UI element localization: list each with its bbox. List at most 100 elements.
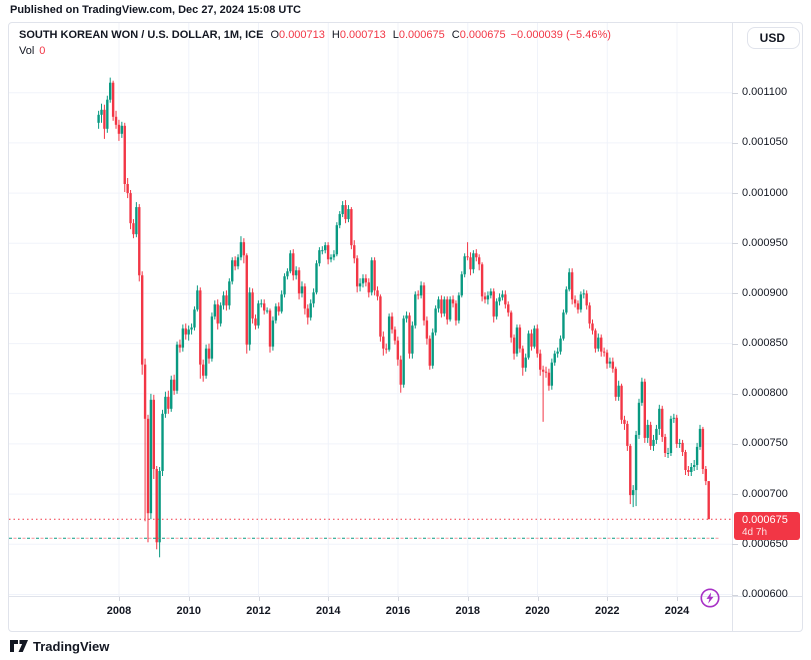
x-axis-label: 2010 [176,605,201,617]
candle [152,394,155,479]
candle [437,296,440,313]
candle [446,296,449,325]
grid [9,23,732,596]
candle [472,250,475,274]
candle [187,325,190,341]
candle [652,434,655,451]
candle [539,349,542,376]
candle [521,345,524,376]
price-scale[interactable]: 0.001100 0.001050 0.001000 0.000950 0.000900… [732,23,802,600]
candle [143,358,147,522]
x-axis-tick [119,597,120,601]
x-axis-label: 2018 [455,605,480,617]
candle [172,374,176,395]
x-axis-tick [677,597,678,601]
y-axis-tick [732,494,738,496]
x-axis-tick [328,597,330,601]
time-axis-separator [9,596,802,597]
current-price-tag: 0.000675 4d 7h [734,511,800,540]
candle [428,335,431,370]
candle [553,350,556,366]
candle [469,252,472,276]
candle [466,242,469,261]
candle [594,328,597,353]
boost-lightning-icon[interactable] [699,587,721,609]
candle [405,311,408,323]
x-axis-label: 2020 [525,605,550,617]
symbol-legend[interactable]: SOUTH KOREAN WON / U.S. DOLLAR, 1M, ICE O… [19,29,611,41]
candle [300,281,304,298]
candle [626,420,629,451]
candle [228,278,231,310]
candle [504,290,507,309]
tradingview-wordmark[interactable]: TradingView [33,639,110,654]
candle [498,293,501,306]
candle [347,205,350,223]
candle [419,281,423,299]
candle [201,359,205,382]
candle [530,329,533,351]
candle [678,438,681,448]
candle [225,290,228,311]
candle [164,391,167,418]
x-axis-label: 2016 [385,605,411,617]
footer-bar: TradingView [0,632,811,660]
candle [361,274,365,288]
candle [414,291,417,329]
currency-unit-button[interactable]: USD [746,27,800,49]
candle [373,257,376,296]
candle [570,268,574,305]
candle [219,302,222,327]
y-axis-label: 0.000700 [742,487,788,500]
candle [640,377,644,406]
ohlc-open: O0.000713 [270,29,325,41]
y-axis-tick [732,443,738,445]
y-axis-tick [732,243,738,245]
candle [382,331,385,356]
candle [602,347,606,357]
candlestick-plot[interactable] [9,23,732,596]
candle [475,249,478,262]
candle [294,266,298,280]
candle [600,334,603,357]
candle [184,323,187,340]
candle [661,405,664,442]
candle [631,485,635,508]
x-axis-label: 2014 [316,605,341,617]
y-axis-tick [732,293,738,295]
candle [303,283,307,315]
candle [431,328,434,369]
candle [515,324,519,357]
candle [454,300,458,326]
x-axis-tick [467,597,469,601]
candle [103,104,106,139]
candle [344,200,347,224]
candle [129,190,132,230]
candle [338,211,341,229]
candle [257,300,260,329]
candle [611,357,615,373]
y-axis-tick [732,594,738,596]
candle [236,254,240,270]
candle [701,426,705,474]
candle [536,324,539,358]
candle [367,278,370,298]
tradingview-logo-icon[interactable] [10,640,28,654]
y-axis-label: 0.000800 [742,387,788,400]
time-scale[interactable]: 2008 2010 2012 2014 2016 2018 2020 2022 2024 [9,597,732,631]
candle [492,288,495,323]
candle [547,368,551,391]
candle [353,240,356,264]
candle [158,467,161,558]
candle [460,271,463,298]
x-axis-tick [537,597,539,601]
candle [370,257,373,296]
candle [318,247,321,267]
candle [687,466,690,476]
x-axis-label: 2022 [595,605,620,617]
candle [280,290,283,314]
volume-legend[interactable]: Vol 0 [19,45,45,57]
candle [292,249,295,281]
candle [562,309,565,341]
